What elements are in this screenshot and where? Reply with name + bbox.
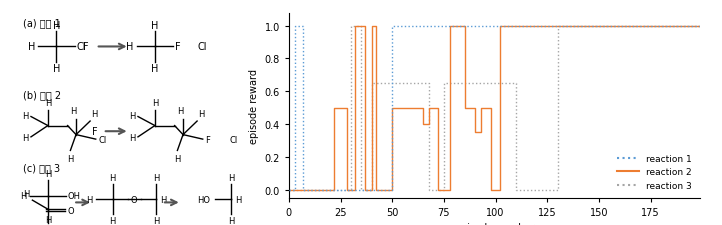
Text: H: H — [151, 64, 159, 74]
Text: H: H — [45, 169, 51, 178]
X-axis label: episode number: episode number — [455, 223, 534, 225]
Text: HO: HO — [197, 195, 210, 204]
Text: F: F — [92, 127, 97, 137]
Text: H: H — [199, 109, 205, 118]
Text: H: H — [53, 64, 60, 74]
Text: H: H — [28, 42, 35, 52]
Text: H: H — [160, 195, 167, 204]
Text: F: F — [175, 42, 180, 52]
Text: H: H — [45, 99, 51, 108]
Text: O: O — [131, 195, 137, 204]
Text: H: H — [129, 111, 135, 120]
Text: H: H — [126, 42, 134, 52]
Text: H: H — [153, 173, 160, 182]
Text: H: H — [151, 20, 159, 30]
Text: Cl: Cl — [230, 135, 238, 144]
Text: H: H — [129, 134, 135, 143]
Text: H: H — [22, 134, 28, 143]
Text: O: O — [68, 206, 74, 215]
Text: H: H — [235, 195, 241, 204]
Text: H: H — [174, 154, 180, 163]
Legend: reaction 1, reaction 2, reaction 3: reaction 1, reaction 2, reaction 3 — [613, 151, 696, 194]
Text: Cl: Cl — [98, 135, 107, 144]
Text: Cl: Cl — [197, 42, 206, 52]
Text: H: H — [53, 20, 60, 30]
Text: Cl: Cl — [76, 42, 85, 52]
Text: H: H — [177, 107, 183, 116]
Text: H: H — [152, 99, 158, 108]
Text: H: H — [45, 215, 51, 224]
Text: F: F — [206, 135, 210, 144]
Text: H: H — [23, 189, 30, 198]
Text: H: H — [92, 109, 98, 118]
Text: OH: OH — [68, 191, 81, 200]
Text: H: H — [227, 216, 234, 225]
Text: H: H — [22, 111, 28, 120]
Text: H: H — [20, 191, 27, 200]
Text: (a) 반응 1: (a) 반응 1 — [22, 18, 60, 28]
Text: H: H — [227, 173, 234, 182]
Text: F: F — [83, 42, 89, 52]
Text: H: H — [87, 195, 93, 204]
Text: H: H — [70, 107, 77, 116]
Text: (c) 반응 3: (c) 반응 3 — [22, 162, 60, 172]
Y-axis label: episode reward: episode reward — [249, 68, 259, 143]
Text: H: H — [153, 216, 160, 225]
Text: (b) 반응 2: (b) 반응 2 — [22, 90, 61, 100]
Text: H: H — [110, 216, 116, 225]
Text: H: H — [67, 154, 74, 163]
Text: H: H — [110, 173, 116, 182]
